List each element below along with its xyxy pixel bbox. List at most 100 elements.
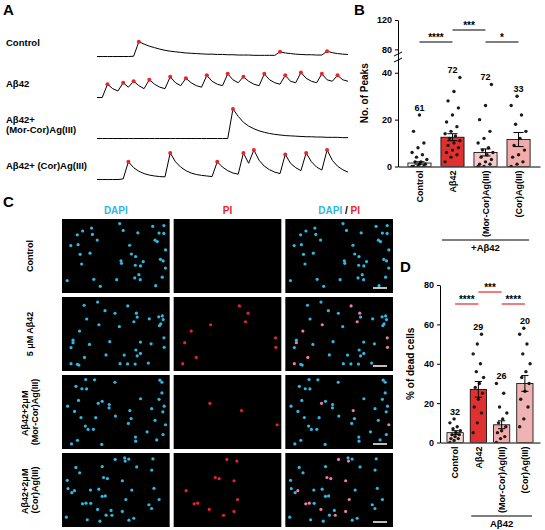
trace-label: Aβ42+ (Mor-Cor)Ag(III): [6, 114, 76, 135]
data-point: [449, 437, 452, 440]
error-bar: [414, 162, 424, 164]
cell-dot: [235, 459, 238, 462]
row-label: Aβ42+2μM (Mor-Cor)Ag(III): [20, 379, 40, 445]
y-tick: 20: [382, 115, 398, 125]
cell-dot: [319, 508, 322, 511]
data-point: [455, 125, 458, 128]
cell-dot: [377, 419, 380, 422]
text-part: PI: [223, 205, 233, 216]
data-point: [451, 427, 454, 430]
cell-dot: [77, 363, 80, 366]
data-point: [495, 382, 498, 385]
cell-dot: [151, 225, 154, 228]
y-tick-label: 120: [377, 15, 392, 25]
y-tick: 0: [387, 162, 398, 172]
cell-dot: [359, 315, 362, 318]
data-point: [452, 90, 455, 93]
peak-marker: [105, 82, 109, 86]
cell-dot: [352, 409, 355, 412]
data-point: [448, 441, 451, 443]
cell-dot: [99, 285, 102, 288]
cell-dot: [331, 403, 334, 406]
cell-dot: [96, 238, 99, 241]
cell-dot: [66, 405, 69, 408]
y-tick-mark: [395, 167, 398, 168]
cell-dot: [85, 387, 88, 390]
cell-dot: [89, 489, 92, 492]
cell-dot: [118, 362, 121, 365]
cell-dot: [331, 406, 334, 409]
peak-marker: [121, 81, 125, 85]
micrograph-background: [62, 219, 170, 293]
cell-dot: [79, 253, 82, 256]
cell-dot: [124, 498, 127, 501]
cell-dot: [73, 410, 76, 413]
cell-dot: [134, 363, 137, 366]
cell-dot: [375, 457, 378, 460]
cell-dot: [356, 517, 359, 520]
cell-dot: [274, 336, 277, 339]
micrograph: [285, 219, 393, 293]
peak-marker: [132, 79, 136, 83]
y-axis-title: % of dead cells: [405, 327, 416, 400]
data-point: [425, 158, 428, 161]
cell-dot: [293, 362, 296, 365]
x-tick: Aβ42: [474, 443, 484, 469]
cell-dot: [161, 410, 164, 413]
cell-dot: [351, 458, 354, 461]
cell-dot: [81, 502, 84, 505]
significance-label: ****: [459, 294, 475, 305]
row-label: Control: [25, 240, 35, 272]
cell-dot: [83, 356, 86, 359]
panel-letter: C: [3, 193, 14, 210]
x-tick-label: (Mor-Cor)Ag(III): [497, 447, 507, 513]
cell-dot: [378, 438, 381, 441]
cell-dot: [324, 443, 327, 446]
data-point: [446, 99, 449, 102]
cell-dot: [315, 428, 318, 431]
cell-dot: [308, 502, 311, 505]
cell-dot: [322, 520, 325, 523]
cell-dot: [208, 402, 211, 405]
x-tick-label: Aβ42: [448, 171, 458, 193]
cell-dot: [293, 442, 296, 445]
error-bar: [475, 381, 482, 397]
cell-dot: [163, 405, 166, 408]
cell-dot: [296, 410, 299, 413]
cell-dot: [81, 229, 84, 232]
cell-dot: [357, 440, 360, 443]
cell-dot: [306, 356, 309, 359]
peak-marker: [252, 148, 256, 152]
cell-dot: [373, 507, 376, 510]
data-point: [504, 425, 507, 428]
cell-dot: [85, 317, 88, 320]
trace-plot: [97, 107, 348, 139]
cell-dot: [317, 416, 320, 419]
n-label: 33: [514, 84, 524, 94]
trace-plot: [97, 148, 348, 180]
trace-plot: [97, 40, 348, 57]
cell-dot: [357, 435, 360, 438]
micrograph-background: [285, 219, 393, 293]
peak-marker: [278, 50, 282, 54]
text-part: DAPI: [318, 205, 345, 216]
panel-letter: A: [3, 1, 14, 18]
peak-marker: [262, 72, 266, 76]
cell-dot: [127, 519, 130, 522]
cell-dot: [157, 498, 160, 501]
cell-dot: [113, 312, 116, 315]
cell-dot: [362, 278, 365, 281]
cell-dot: [307, 424, 310, 427]
cell-dot: [387, 423, 390, 426]
y-tick: 20: [424, 399, 440, 409]
cell-dot: [137, 273, 140, 276]
cell-dot: [150, 469, 153, 472]
cell-dot: [386, 346, 389, 349]
cell-dot: [129, 417, 132, 420]
y-tick-mark: [395, 20, 398, 21]
cell-dot: [276, 423, 279, 426]
n-label: 20: [520, 316, 530, 326]
scale-bar: [373, 287, 387, 289]
data-point: [499, 437, 502, 440]
peak-marker: [336, 73, 340, 77]
